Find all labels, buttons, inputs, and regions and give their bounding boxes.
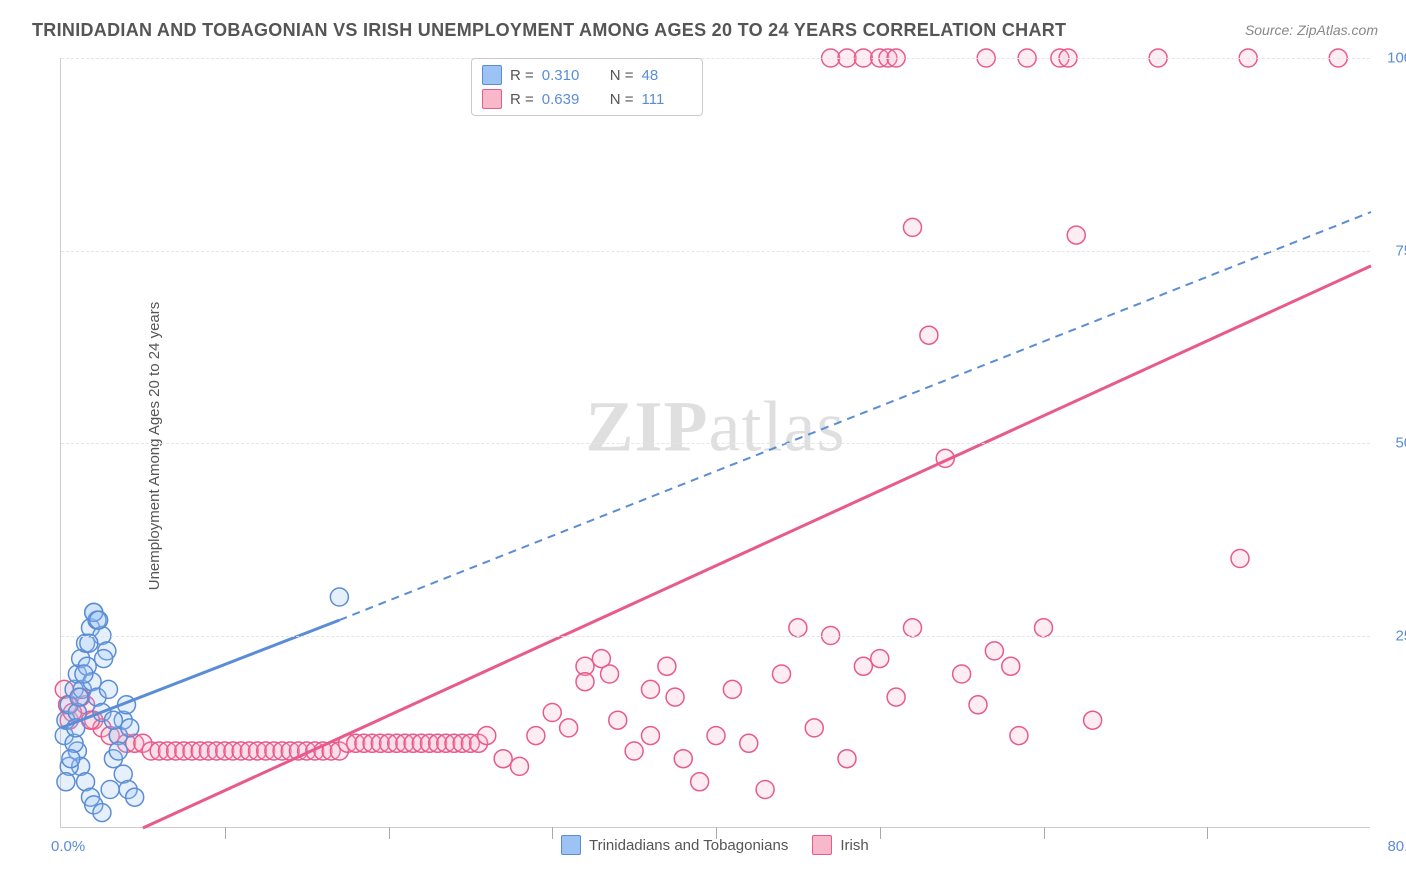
n-value-irish: 111 — [642, 91, 692, 108]
swatch-irish-icon — [812, 835, 832, 855]
legend-row-irish: R = 0.639 N = 111 — [482, 87, 692, 111]
n-value-tt: 48 — [642, 67, 692, 84]
swatch-tt — [482, 65, 502, 85]
x-tick — [552, 827, 553, 839]
r-prefix: R = — [510, 67, 534, 84]
y-tick-label: 50.0% — [1378, 435, 1406, 452]
gridline — [61, 58, 1370, 59]
r-prefix: R = — [510, 91, 534, 108]
y-tick-label: 25.0% — [1378, 627, 1406, 644]
swatch-tt-icon — [561, 835, 581, 855]
chart-title: TRINIDADIAN AND TOBAGONIAN VS IRISH UNEM… — [32, 20, 1066, 41]
x-tick — [1207, 827, 1208, 839]
x-tick — [1044, 827, 1045, 839]
n-prefix: N = — [610, 91, 634, 108]
swatch-irish — [482, 89, 502, 109]
n-prefix: N = — [610, 67, 634, 84]
r-value-irish: 0.639 — [542, 91, 592, 108]
x-max-label: 80.0% — [1387, 838, 1406, 855]
series-legend: Trinidadians and Tobagonians Irish — [561, 835, 869, 855]
plot-area: ZIPatlas R = 0.310 N = 48 R = 0.639 N = … — [60, 58, 1370, 828]
gridline — [61, 636, 1370, 637]
r-value-tt: 0.310 — [542, 67, 592, 84]
x-tick — [225, 827, 226, 839]
y-tick-label: 100.0% — [1378, 50, 1406, 67]
gridline — [61, 443, 1370, 444]
x-tick — [389, 827, 390, 839]
source-label: Source: ZipAtlas.com — [1245, 22, 1378, 38]
series-label-tt: Trinidadians and Tobagonians — [589, 837, 788, 854]
correlation-legend: R = 0.310 N = 48 R = 0.639 N = 111 — [471, 58, 703, 116]
x-tick — [880, 827, 881, 839]
y-tick-label: 75.0% — [1378, 242, 1406, 259]
legend-row-tt: R = 0.310 N = 48 — [482, 63, 692, 87]
x-tick — [716, 827, 717, 839]
legend-item-tt: Trinidadians and Tobagonians — [561, 835, 788, 855]
series-label-irish: Irish — [840, 837, 868, 854]
legend-item-irish: Irish — [812, 835, 868, 855]
x-min-label: 0.0% — [51, 838, 85, 855]
gridline — [61, 251, 1370, 252]
